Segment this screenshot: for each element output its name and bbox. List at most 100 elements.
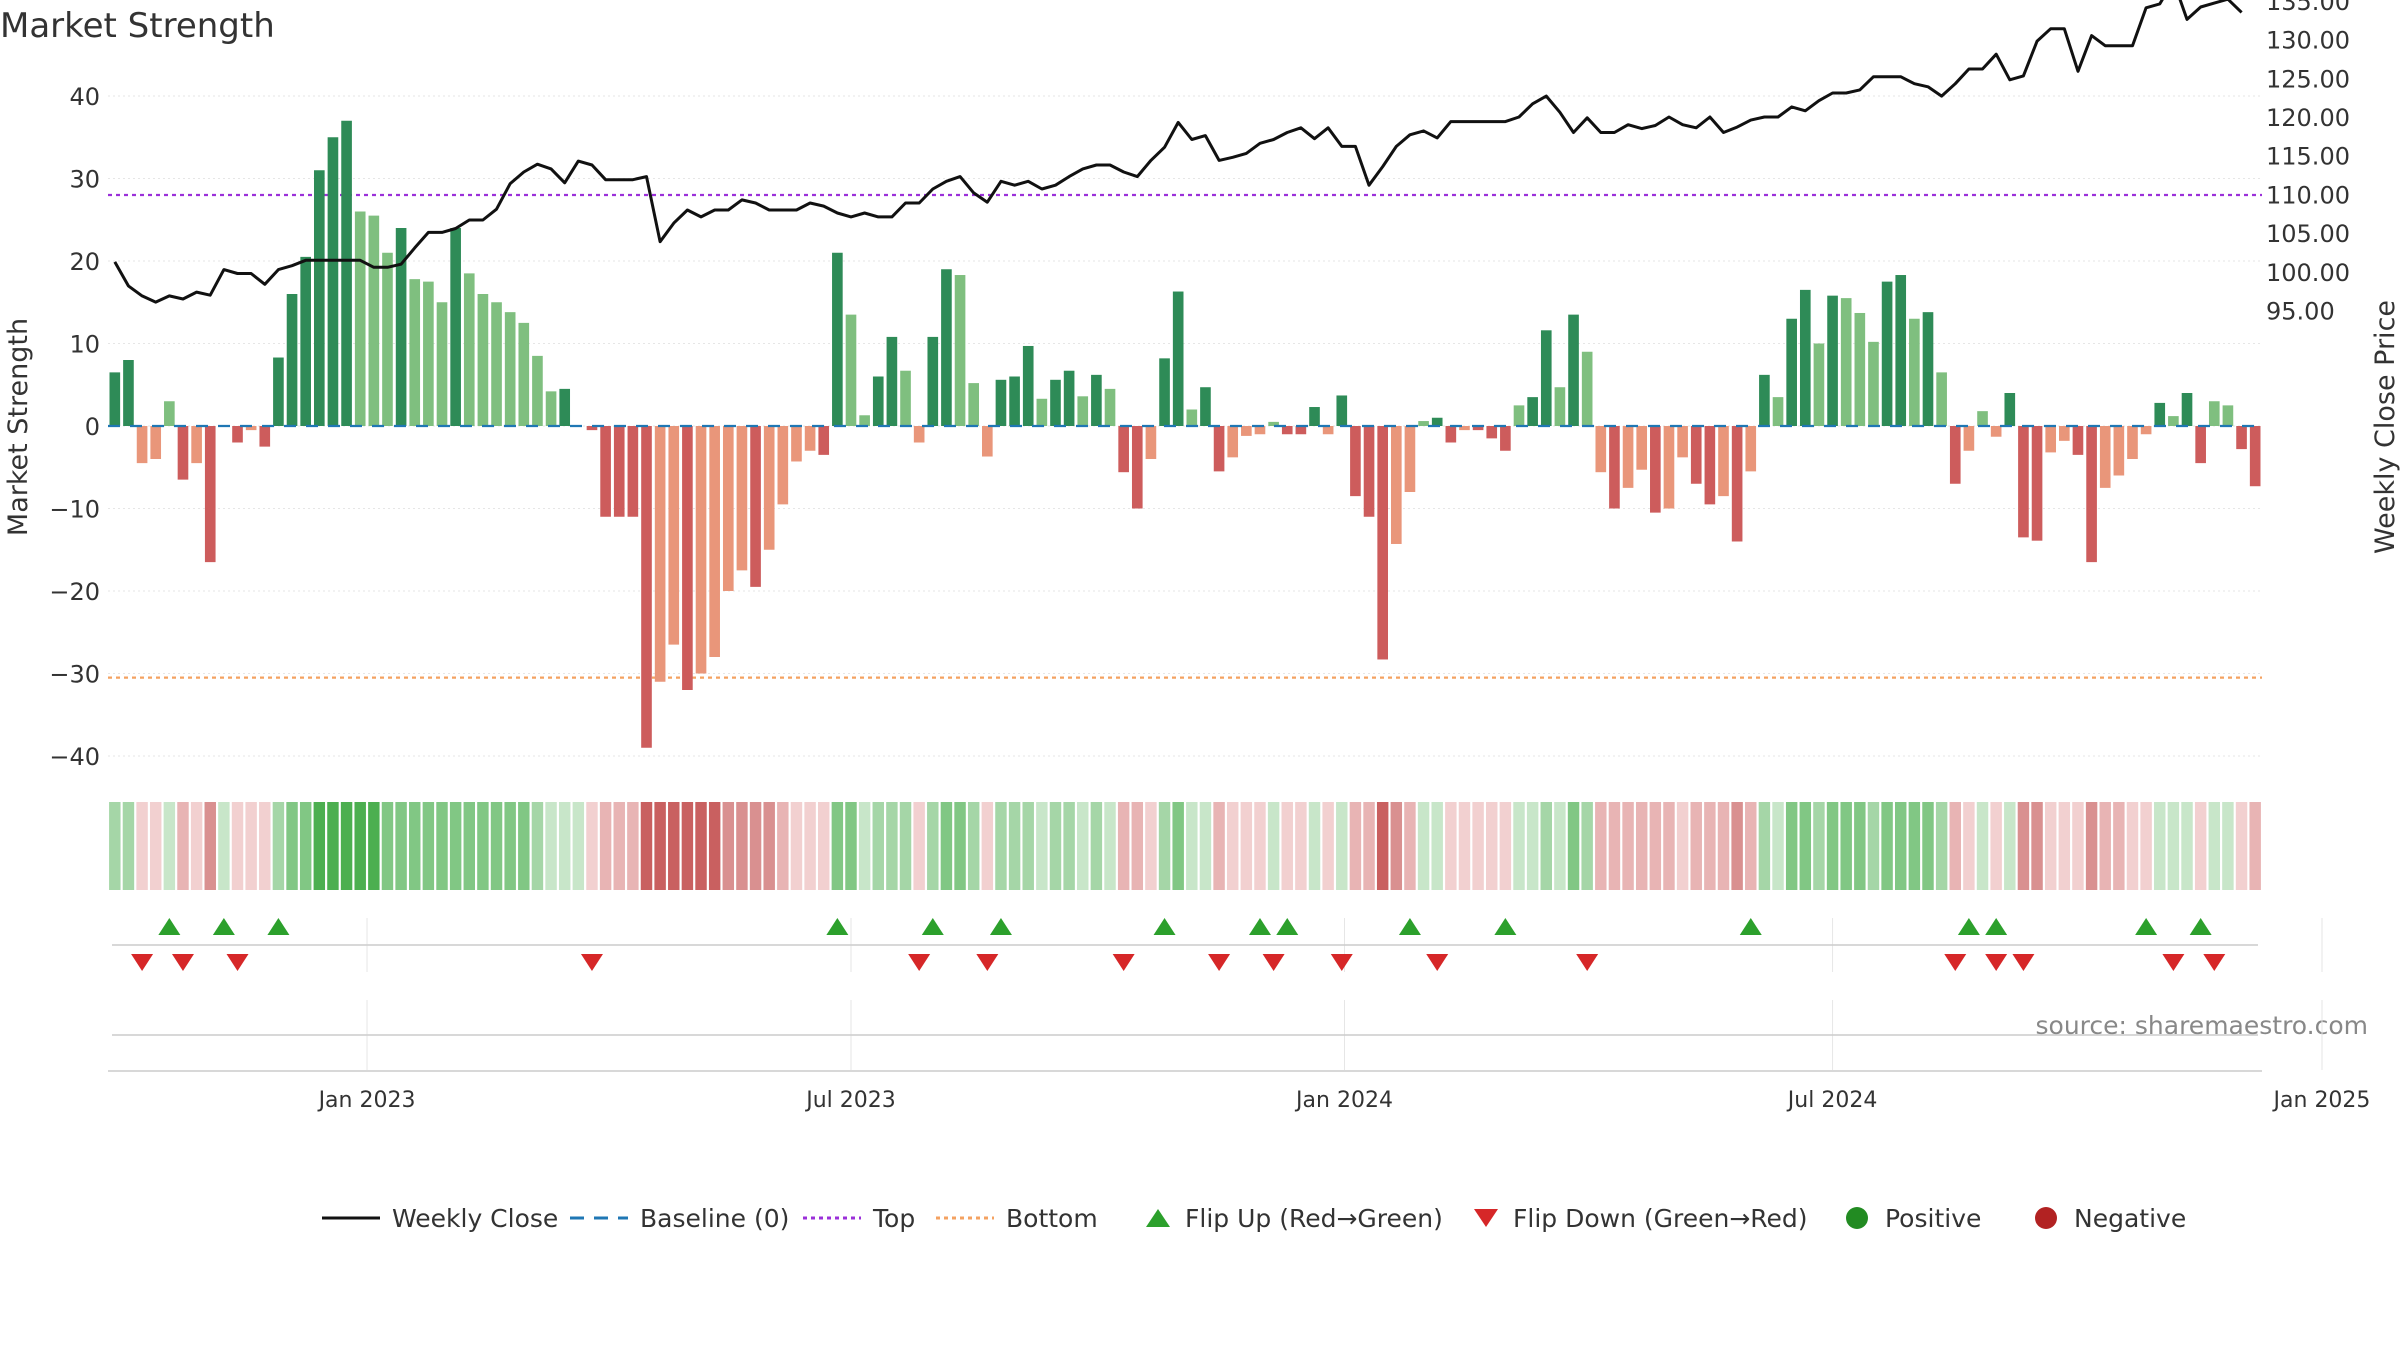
strength-bar: [2018, 426, 2029, 538]
heat-strip-cell: [1199, 802, 1212, 890]
strength-bar: [164, 401, 175, 426]
flip-down-marker: [908, 954, 931, 971]
strength-bar: [682, 426, 693, 690]
left-tick-label: −20: [49, 578, 100, 606]
strength-bar: [2099, 426, 2111, 488]
legend-swatch: [1146, 1209, 1170, 1227]
heat-strip-cell: [763, 802, 775, 890]
legend-item: Negative: [2035, 1204, 2186, 1233]
strength-bar: [2045, 426, 2057, 453]
heat-strip-cell: [109, 802, 121, 890]
strength-bar: [136, 426, 148, 464]
strength-bar: [1486, 426, 1498, 439]
legend-label: Flip Up (Red→Green): [1185, 1204, 1443, 1233]
heat-strip-cell: [1813, 802, 1825, 890]
heat-strip-cell: [2249, 802, 2261, 890]
strength-bar: [2154, 402, 2166, 426]
strength-bar: [368, 215, 380, 426]
heat-strip-cell: [1649, 802, 1662, 890]
strength-bar: [1922, 312, 1934, 426]
heat-strip-cell: [504, 802, 516, 890]
heat-strip-cell: [1295, 802, 1307, 890]
heat-strip-cell: [190, 802, 203, 890]
flip-up-marker: [826, 918, 849, 935]
strength-bar: [1268, 421, 1279, 426]
strength-bar: [1759, 374, 1770, 426]
heat-strip-cell: [818, 802, 830, 890]
legend-item: Flip Up (Red→Green): [1146, 1204, 1443, 1233]
strength-bar: [1677, 426, 1688, 458]
strength-bar: [150, 426, 162, 459]
flip-up-marker: [1985, 918, 2008, 935]
strength-bar: [736, 426, 748, 571]
legend-label: Bottom: [1006, 1204, 1098, 1233]
heat-strip-cell: [599, 802, 612, 890]
strength-bar: [654, 426, 666, 682]
strength-bar: [1909, 318, 1920, 426]
strength-bar: [1718, 426, 1729, 497]
strength-bar: [273, 357, 284, 426]
heat-strip-cell: [1867, 802, 1880, 890]
heat-strip-cell: [1622, 802, 1634, 890]
legend-item: Bottom: [936, 1204, 1098, 1233]
flip-up-marker: [158, 918, 181, 935]
strength-bar: [1540, 330, 1552, 426]
strength-bar: [395, 228, 407, 426]
heat-strip-cell: [1676, 802, 1689, 890]
flip-down-marker: [580, 954, 603, 971]
strength-bar: [2222, 405, 2234, 426]
right-tick-label: 135.00: [2266, 0, 2350, 16]
heat-strip-cell: [1254, 802, 1266, 890]
heat-strip-cell: [1567, 802, 1580, 890]
strength-bar: [1309, 407, 1320, 426]
strength-bar: [1350, 426, 1361, 497]
strength-bar: [109, 372, 121, 426]
heat-strip-cell: [1949, 802, 1961, 890]
strength-bar: [832, 252, 843, 426]
heat-strip-cell: [995, 802, 1007, 890]
heat-strip-cell: [858, 802, 871, 890]
strength-bar: [245, 426, 257, 431]
heat-strip-cell: [1267, 802, 1280, 890]
flip-down-marker: [1330, 954, 1353, 971]
strength-bar: [722, 426, 734, 591]
left-tick-label: 20: [69, 248, 100, 276]
heat-strip-cell: [1772, 802, 1784, 890]
strength-bar: [382, 252, 393, 426]
right-tick-label: 110.00: [2266, 181, 2350, 209]
heat-strip-cell: [1785, 802, 1798, 890]
heat-strip-cell: [259, 802, 271, 890]
left-axis-label: Market Strength: [3, 318, 34, 536]
strength-bar: [1118, 426, 1129, 473]
heat-strip-cell: [927, 802, 939, 890]
heat-strip-cell: [409, 802, 421, 890]
heat-strip-cell: [1417, 802, 1430, 890]
heat-strip-cell: [2235, 802, 2248, 890]
heat-strip-cell: [381, 802, 394, 890]
strength-bar: [1513, 405, 1525, 426]
heat-strip-cell: [2208, 802, 2221, 890]
heat-strip-cell: [1308, 802, 1321, 890]
flip-down-marker: [1985, 954, 2008, 971]
heat-strip-cell: [1104, 802, 1116, 890]
heat-strip-cell: [1922, 802, 1934, 890]
strength-bar: [1390, 426, 1402, 544]
heat-strip-cell: [2085, 802, 2098, 890]
heat-strip-cell: [558, 802, 571, 890]
strength-bar: [423, 281, 434, 426]
strength-bar: [941, 269, 952, 426]
right-tick-label: 100.00: [2266, 259, 2350, 287]
strength-bar: [913, 426, 925, 443]
strength-bar: [845, 314, 857, 426]
heat-strip-cell: [886, 802, 898, 890]
strength-bar: [1963, 426, 1975, 451]
flip-up-marker: [1248, 918, 1271, 935]
strength-bar: [1172, 291, 1184, 426]
heat-strip-cell: [149, 802, 162, 890]
strength-bar: [2236, 426, 2247, 450]
strength-bar: [2031, 426, 2043, 541]
strength-bar: [2004, 393, 2016, 426]
heat-strip-cell: [2072, 802, 2084, 890]
heat-strip-cell: [1704, 802, 1716, 890]
strength-bar: [1595, 426, 1607, 473]
